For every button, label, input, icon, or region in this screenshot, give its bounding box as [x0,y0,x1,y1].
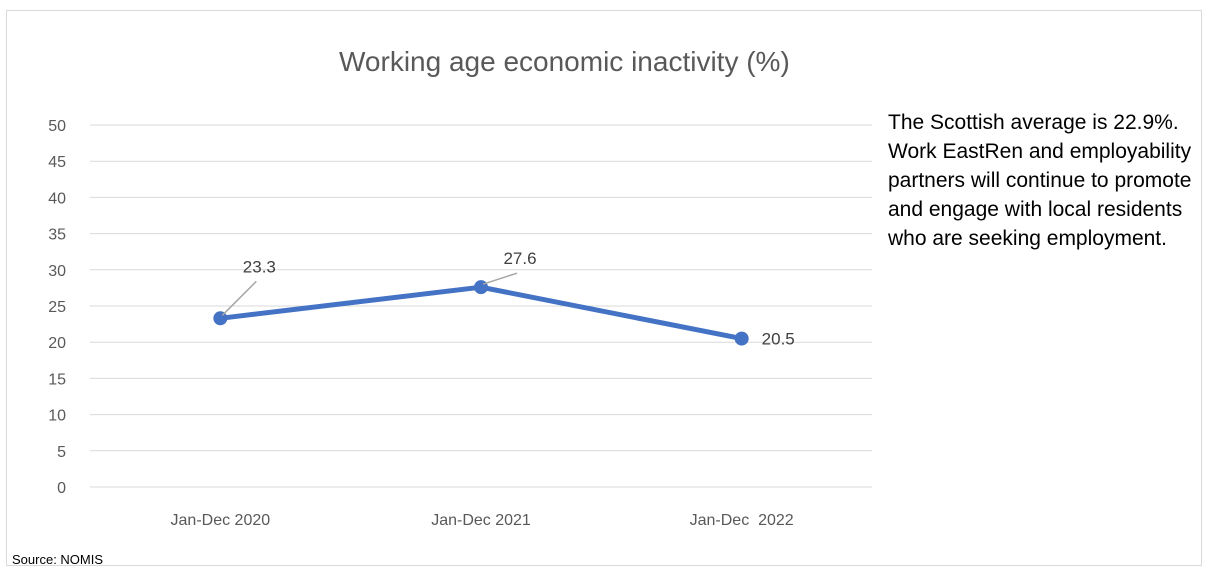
y-tick-label: 50 [48,118,66,135]
y-tick-label: 25 [48,299,66,316]
chart-frame [6,10,1202,566]
annotation-text: The Scottish average is 22.9%. Work East… [888,111,1192,250]
data-label: 20.5 [762,330,795,349]
x-tick-label: Jan-Dec 2021 [431,512,531,529]
y-tick-label: 5 [57,444,66,461]
chart-title: Working age economic inactivity (%) [339,46,790,77]
x-axis-ticks: Jan-Dec 2020 Jan-Dec 2021 Jan-Dec 2022 [171,512,794,529]
y-tick-label: 35 [48,227,66,244]
source-note: Source: NOMIS [12,552,104,567]
data-point [734,331,749,346]
x-tick-label: Jan-Dec 2020 [171,512,271,529]
leader-line [221,280,257,316]
data-label: 27.6 [503,249,536,268]
y-tick-label: 0 [57,480,66,497]
data-point [474,280,488,295]
y-tick-label: 45 [48,154,66,171]
y-tick-label: 30 [48,263,66,280]
y-tick-label: 10 [48,408,66,425]
series-line [217,284,745,342]
y-tick-label: 20 [48,335,66,352]
data-label: 23.3 [243,257,276,276]
x-tick-label: Jan-Dec 2022 [690,512,794,529]
y-tick-label: 40 [48,190,66,207]
series [213,280,749,346]
gridlines [90,124,872,488]
y-tick-label: 15 [48,371,66,388]
y-axis-ticks: 0 5 10 15 20 25 30 35 40 45 50 [48,118,66,497]
leader-line [482,272,518,285]
data-labels: 23.3 27.6 20.5 [221,249,795,349]
